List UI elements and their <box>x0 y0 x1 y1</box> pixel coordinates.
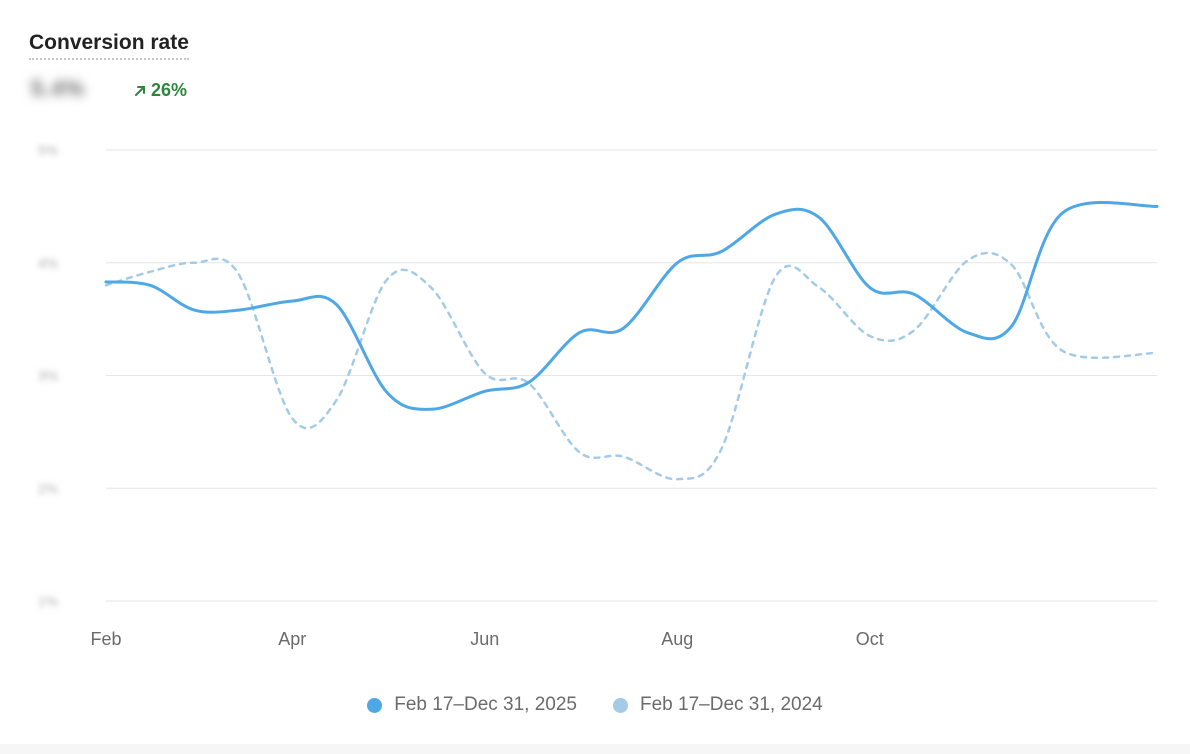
x-tick-label-apr: Apr <box>278 629 306 649</box>
legend-label-current: Feb 17–Dec 31, 2025 <box>394 694 577 715</box>
x-tick-label-aug: Aug <box>661 629 693 649</box>
legend-item-previous[interactable]: Feb 17–Dec 31, 2024 <box>613 694 823 716</box>
legend-dot-current <box>367 697 383 713</box>
legend-label-previous: Feb 17–Dec 31, 2024 <box>640 694 823 715</box>
legend-dot-previous <box>613 697 628 713</box>
series-line-2025 <box>104 201 1159 411</box>
x-tick-label-feb: Feb <box>90 629 121 649</box>
x-tick-label-jun: Jun <box>470 629 499 649</box>
x-tick-label-oct: Oct <box>856 629 884 649</box>
legend: Feb 17–Dec 31, 2025 Feb 17–Dec 31, 2024 <box>0 694 1190 716</box>
y-tick-label-2: 2% <box>38 480 58 496</box>
y-tick-label-1: 1% <box>38 593 58 609</box>
y-tick-label-3: 3% <box>38 368 58 384</box>
legend-item-current[interactable]: Feb 17–Dec 31, 2025 <box>367 694 577 716</box>
metric-value: 5.4% <box>31 76 86 101</box>
series-line-2024 <box>104 251 1159 481</box>
arrow-up-right-icon <box>135 85 145 96</box>
change-value: 26% <box>151 80 188 100</box>
bottom-strip <box>0 744 1190 754</box>
change-badge: 26% <box>134 80 187 101</box>
y-tick-label-5: 5% <box>38 142 58 158</box>
y-tick-label-4: 4% <box>38 255 58 271</box>
chart-title[interactable]: Conversion rate <box>29 31 189 60</box>
line-chart: 1% 2% 3% 4% 5% Feb Apr Jun Aug Oct <box>38 142 1159 649</box>
